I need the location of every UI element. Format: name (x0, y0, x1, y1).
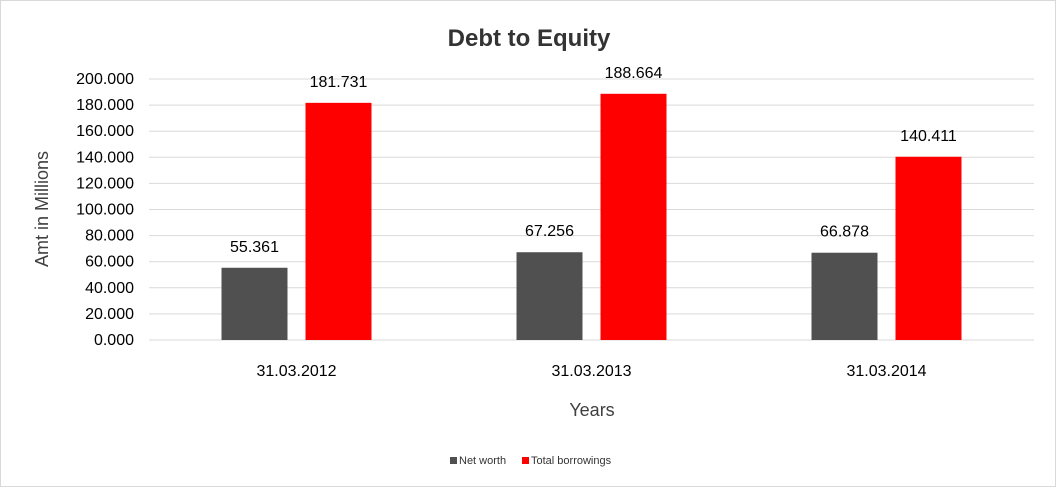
y-tick-label: 100.000 (76, 202, 134, 219)
x-tick-label: 31.03.2013 (551, 363, 631, 380)
bar-total-borrowings (895, 156, 962, 340)
legend-label: Total borrowings (531, 455, 612, 467)
x-axis-title: Years (569, 400, 614, 420)
y-tick-label: 180.000 (76, 97, 134, 114)
y-tick-label: 80.000 (85, 228, 134, 245)
data-label: 140.411 (900, 128, 957, 145)
x-tick-label: 31.03.2012 (256, 363, 336, 380)
legend-swatch (522, 457, 529, 464)
bar-net-worth (811, 252, 878, 340)
bar-net-worth (516, 252, 583, 340)
data-label: 55.361 (230, 239, 279, 256)
y-tick-label: 200.000 (76, 71, 134, 88)
legend: Net worth Total borrowings (450, 455, 612, 467)
data-labels: 55.361 181.731 67.256 188.664 66.878 140.411 (230, 65, 957, 256)
y-tick-label: 0.000 (94, 332, 134, 349)
bars (221, 93, 962, 341)
legend-swatch (450, 457, 457, 464)
y-tick-label: 160.000 (76, 123, 134, 140)
bar-total-borrowings (305, 102, 372, 341)
data-label: 66.878 (820, 224, 869, 241)
data-label: 67.256 (525, 223, 574, 240)
legend-label: Net worth (459, 455, 506, 467)
bar-total-borrowings (600, 93, 667, 340)
x-tick-label: 31.03.2014 (846, 363, 926, 380)
y-tick-label: 20.000 (85, 306, 134, 323)
data-label: 188.664 (605, 65, 663, 82)
y-axis-title: Amt in Millions (32, 151, 52, 267)
y-tick-label: 60.000 (85, 254, 134, 271)
bar-net-worth (221, 267, 288, 340)
y-axis-ticks: 0.000 20.000 40.000 60.000 80.000 100.000 120.… (76, 71, 134, 349)
y-tick-label: 140.000 (76, 149, 134, 166)
chart-title: Debt to Equity (448, 25, 611, 52)
x-axis-ticks: 31.03.2012 31.03.2013 31.03.2014 (256, 363, 926, 380)
y-tick-label: 120.000 (76, 175, 134, 192)
gridlines (149, 78, 1034, 341)
data-label: 181.731 (310, 74, 368, 91)
y-tick-label: 40.000 (85, 280, 134, 297)
